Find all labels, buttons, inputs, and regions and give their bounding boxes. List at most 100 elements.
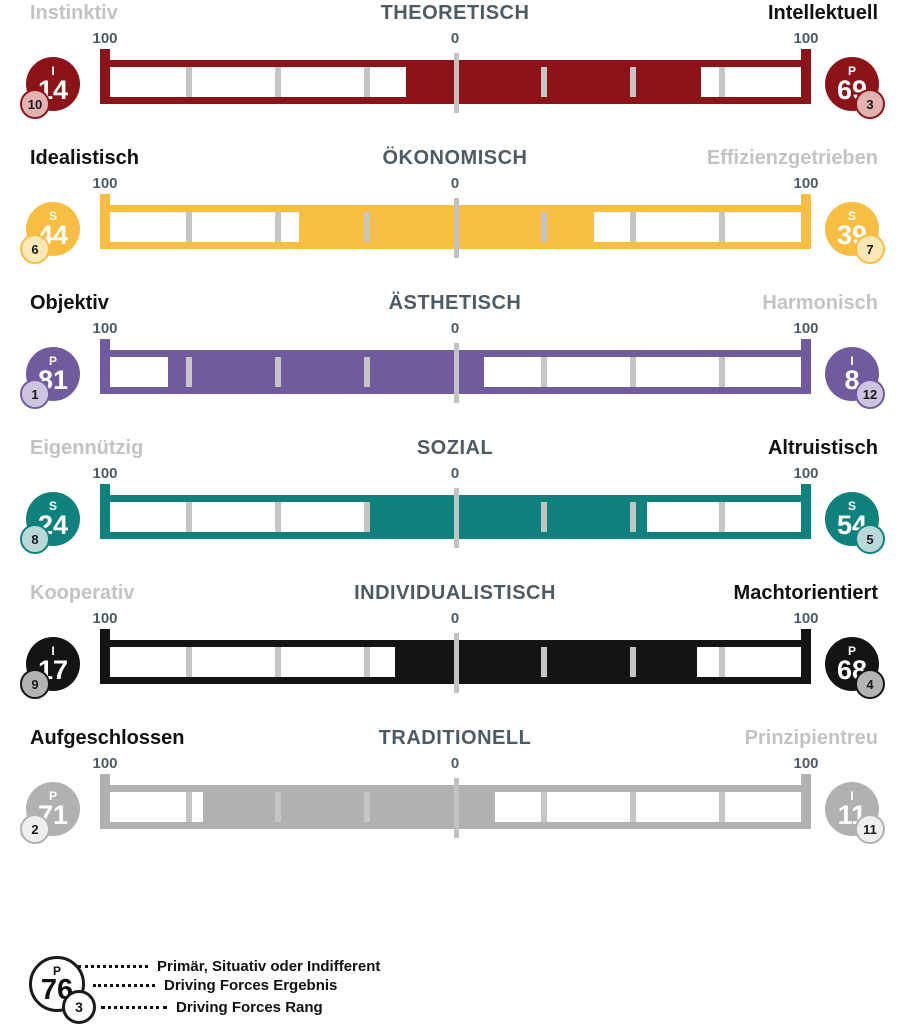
- score-type-letter: P: [847, 63, 856, 78]
- scale-fill: [405, 67, 701, 97]
- score-type-letter: S: [847, 208, 856, 223]
- zero-line: [453, 198, 459, 258]
- axis-label-right: 100: [793, 175, 819, 192]
- right-pole-label: Machtorientiert: [733, 582, 878, 604]
- scale-track: [100, 629, 811, 693]
- scale-row-traditionell: Aufgeschlossen TRADITIONELL Prinzipientr…: [0, 725, 910, 865]
- score-type-letter: I: [850, 353, 854, 368]
- legend-item: Primär, Situativ oder Indifferent: [78, 957, 380, 975]
- axis-end-cap-right: [801, 49, 811, 104]
- axis-end-cap-left: [100, 49, 110, 104]
- scale-row-oekonomisch: Idealistisch ÖKONOMISCH Effizienzgetrieb…: [0, 145, 910, 285]
- tick-mark: [274, 647, 281, 677]
- axis-label-left: 100: [92, 610, 118, 627]
- right-pole-label: Altruistisch: [767, 437, 878, 459]
- tick-mark: [630, 67, 637, 97]
- driving-forces-chart: Instinktiv THEORETISCH Intellektuell 100…: [0, 0, 910, 865]
- right-score-circle: I 11: [825, 782, 879, 836]
- zero-line: [453, 343, 459, 403]
- axis-end-cap-right: [801, 629, 811, 684]
- right-rank-badge: 12: [855, 379, 885, 409]
- axis-end-cap-right: [801, 774, 811, 829]
- tick-mark: [541, 212, 548, 242]
- axis-label-right: 100: [793, 755, 819, 772]
- zero-line: [453, 488, 459, 548]
- score-type-letter: S: [847, 498, 856, 513]
- right-rank-badge: 4: [855, 669, 885, 699]
- right-pole-label: Effizienzgetrieben: [706, 147, 878, 169]
- dotted-leader-line: [101, 1005, 167, 1009]
- scale-fill: [203, 792, 495, 822]
- axis-label-left: 100: [92, 175, 118, 192]
- left-score-circle: P 81: [26, 347, 80, 401]
- left-rank-badge: 10: [20, 89, 50, 119]
- tick-mark: [630, 502, 637, 532]
- left-pole-label: Eigennützig: [30, 437, 144, 459]
- left-rank-badge: 8: [20, 524, 50, 554]
- legend-item-label: Primär, Situativ oder Indifferent: [157, 957, 381, 975]
- legend-item: Driving Forces Ergebnis: [93, 976, 337, 994]
- axis-label-center: 0: [450, 610, 460, 627]
- scale-row-sozial: Eigennützig SOZIAL Altruistisch 100 0 10…: [0, 435, 910, 575]
- axis-label-center: 0: [450, 755, 460, 772]
- score-type-letter: I: [51, 643, 55, 658]
- tick-mark: [363, 502, 370, 532]
- right-pole-label: Harmonisch: [762, 292, 878, 314]
- score-type-letter: P: [847, 643, 856, 658]
- axis-end-cap-right: [801, 339, 811, 394]
- tick-mark: [274, 792, 281, 822]
- scale-title: INDIVIDUALISTISCH: [354, 582, 556, 604]
- tick-mark: [541, 357, 548, 387]
- tick-mark: [363, 647, 370, 677]
- tick-mark: [630, 357, 637, 387]
- dotted-leader-line: [78, 964, 148, 968]
- axis-label-center: 0: [450, 175, 460, 192]
- tick-mark: [719, 647, 726, 677]
- scale-row-theoretisch: Instinktiv THEORETISCH Intellektuell 100…: [0, 0, 910, 140]
- tick-mark: [274, 357, 281, 387]
- left-rank-badge: 1: [20, 379, 50, 409]
- axis-end-cap-right: [801, 194, 811, 249]
- tick-mark: [185, 792, 192, 822]
- score-type-letter: I: [850, 788, 854, 803]
- tick-mark: [363, 67, 370, 97]
- tick-mark: [274, 212, 281, 242]
- axis-label-right: 100: [793, 30, 819, 47]
- tick-mark: [541, 67, 548, 97]
- right-rank-badge: 5: [855, 524, 885, 554]
- axis-label-center: 0: [450, 30, 460, 47]
- right-pole-label: Prinzipientreu: [744, 727, 878, 749]
- axis-end-cap-left: [100, 339, 110, 394]
- scale-fill: [370, 502, 648, 532]
- tick-mark: [185, 212, 192, 242]
- tick-mark: [274, 67, 281, 97]
- tick-mark: [719, 212, 726, 242]
- score-type-letter: S: [48, 498, 57, 513]
- zero-line: [453, 633, 459, 693]
- axis-label-left: 100: [92, 30, 118, 47]
- scale-fill: [167, 357, 484, 387]
- right-rank-badge: 3: [855, 89, 885, 119]
- scale-track: [100, 194, 811, 258]
- tick-mark: [630, 212, 637, 242]
- axis-label-center: 0: [450, 465, 460, 482]
- axis-end-cap-left: [100, 194, 110, 249]
- tick-mark: [630, 647, 637, 677]
- score-type-letter: I: [51, 63, 55, 78]
- axis-label-right: 100: [793, 610, 819, 627]
- axis-end-cap-left: [100, 629, 110, 684]
- left-rank-badge: 9: [20, 669, 50, 699]
- left-pole-label: Instinktiv: [30, 2, 118, 24]
- axis-label-left: 100: [92, 465, 118, 482]
- tick-mark: [541, 502, 548, 532]
- tick-mark: [363, 357, 370, 387]
- tick-mark: [719, 502, 726, 532]
- tick-mark: [541, 647, 548, 677]
- left-pole-label: Idealistisch: [30, 147, 139, 169]
- axis-end-cap-right: [801, 484, 811, 539]
- legend-item: Driving Forces Rang: [101, 998, 323, 1016]
- dotted-leader-line: [93, 983, 155, 987]
- scale-title: TRADITIONELL: [378, 727, 532, 749]
- right-pole-label: Intellektuell: [767, 2, 878, 24]
